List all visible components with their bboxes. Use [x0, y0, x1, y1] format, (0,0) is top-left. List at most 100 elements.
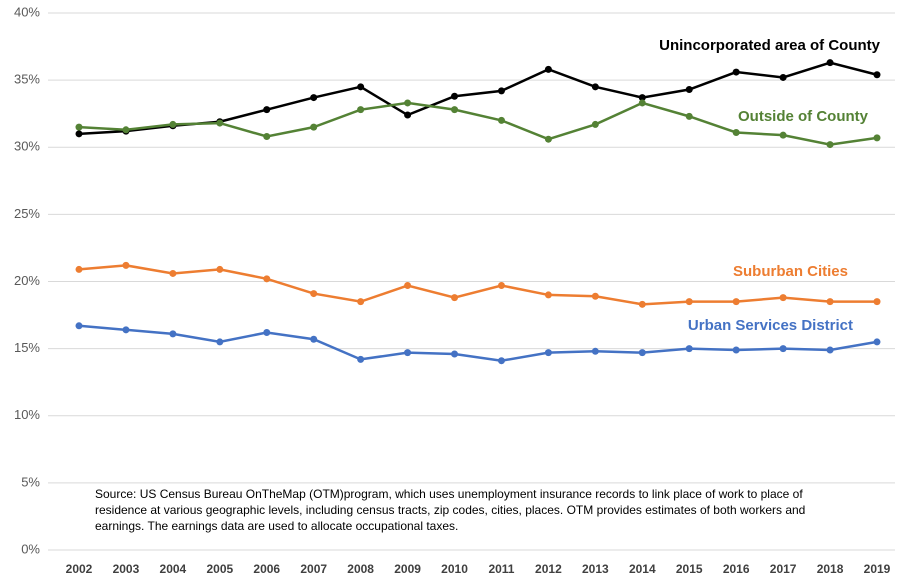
data-point: [75, 123, 83, 131]
data-point: [169, 269, 177, 277]
data-point: [451, 350, 459, 358]
x-tick-label: 2014: [629, 562, 656, 576]
data-point: [122, 326, 130, 334]
x-tick-label: 2004: [160, 562, 187, 576]
data-point: [451, 106, 459, 114]
data-point: [263, 133, 271, 141]
data-point: [263, 106, 271, 114]
data-point: [357, 106, 365, 114]
x-tick-label: 2019: [864, 562, 891, 576]
data-point: [497, 116, 505, 124]
data-point: [216, 119, 224, 127]
x-tick-label: 2002: [66, 562, 93, 576]
data-point: [404, 111, 412, 119]
data-point: [544, 291, 552, 299]
data-point: [591, 347, 599, 355]
data-point: [263, 275, 271, 283]
series-line: [78, 324, 878, 362]
x-tick-label: 2015: [676, 562, 703, 576]
series-line: [78, 264, 877, 306]
data-point: [826, 346, 834, 354]
data-point: [357, 83, 365, 91]
data-point: [826, 59, 834, 67]
data-point: [310, 335, 318, 343]
data-point: [310, 290, 318, 298]
series-label: Outside of County: [738, 108, 869, 125]
x-tick-label: 2006: [253, 562, 280, 576]
data-point: [216, 338, 224, 346]
data-point: [497, 87, 505, 95]
x-tick-label: 2011: [488, 562, 514, 576]
data-point: [263, 329, 271, 337]
y-tick-label: 5%: [21, 474, 40, 489]
x-tick-label: 2009: [394, 562, 421, 576]
data-point: [404, 282, 412, 290]
data-point: [873, 134, 881, 142]
y-tick-label: 25%: [14, 206, 40, 221]
data-point: [732, 346, 740, 354]
x-tick-label: 2010: [441, 562, 468, 576]
data-point: [122, 126, 130, 134]
data-point: [732, 128, 740, 136]
data-point: [779, 345, 787, 353]
data-point: [779, 73, 787, 81]
data-point: [75, 265, 83, 273]
x-tick-label: 2016: [723, 562, 750, 576]
data-point: [310, 123, 318, 131]
data-point: [357, 298, 365, 306]
data-point: [169, 120, 177, 128]
y-tick-label: 30%: [14, 139, 40, 154]
data-point: [732, 68, 740, 76]
data-point: [685, 345, 693, 353]
x-tick-label: 2007: [300, 562, 327, 576]
data-point: [873, 338, 881, 346]
data-point: [685, 112, 693, 120]
x-tick-label: 2013: [582, 562, 609, 576]
data-point: [169, 330, 177, 338]
data-point: [591, 120, 599, 128]
data-point: [404, 99, 412, 107]
data-point: [75, 322, 83, 330]
data-point: [122, 261, 130, 269]
y-tick-label: 0%: [21, 541, 40, 556]
data-point: [544, 135, 552, 143]
x-tick-label: 2017: [770, 562, 797, 576]
data-point: [638, 94, 646, 102]
series-label: Unincorporated area of County: [659, 37, 881, 54]
x-tick-label: 2018: [817, 562, 844, 576]
data-point: [638, 349, 646, 357]
series-label: Suburban Cities: [733, 263, 848, 280]
x-tick-label: 2008: [347, 562, 374, 576]
x-tick-label: 2003: [113, 562, 140, 576]
data-point: [638, 300, 646, 308]
source-note: Source: US Census Bureau OnTheMap (OTM)p…: [95, 487, 806, 533]
data-point: [404, 349, 412, 357]
y-tick-label: 15%: [14, 340, 40, 355]
data-point: [544, 65, 552, 73]
data-point: [591, 83, 599, 91]
data-point: [451, 92, 459, 100]
y-tick-label: 10%: [14, 407, 40, 422]
data-point: [873, 298, 881, 306]
data-point: [779, 131, 787, 139]
data-point: [732, 298, 740, 306]
data-point: [216, 265, 224, 273]
x-tick-label: 2005: [206, 562, 233, 576]
y-tick-label: 20%: [14, 273, 40, 288]
data-point: [497, 357, 505, 365]
data-point: [826, 298, 834, 306]
data-point: [685, 86, 693, 94]
data-point: [779, 294, 787, 302]
data-point: [873, 71, 881, 79]
data-point: [497, 282, 505, 290]
data-point: [451, 294, 459, 302]
data-point: [544, 349, 552, 357]
data-point: [357, 355, 365, 363]
y-tick-label: 35%: [14, 72, 40, 87]
data-point: [685, 298, 693, 306]
data-point: [75, 130, 83, 138]
series-label: Urban Services District: [688, 317, 853, 334]
y-tick-label: 40%: [14, 4, 40, 19]
